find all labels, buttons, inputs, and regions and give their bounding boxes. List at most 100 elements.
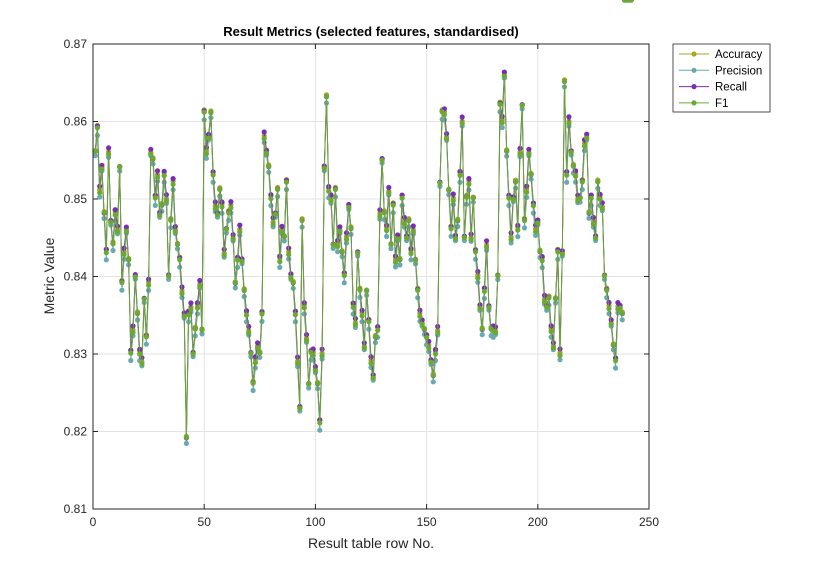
legend-marker-accuracy <box>691 51 697 57</box>
data-point-f1 <box>130 330 136 336</box>
data-point-f1 <box>479 326 485 332</box>
data-point-f1 <box>406 217 412 223</box>
y-tick-label: 0.86 <box>64 115 88 129</box>
data-point-f1 <box>239 258 245 265</box>
data-point-f1 <box>564 172 570 178</box>
data-point-f1 <box>486 305 492 311</box>
data-point-f1 <box>395 236 401 242</box>
data-point-f1 <box>392 259 399 265</box>
data-point-f1 <box>163 198 169 204</box>
data-point-f1 <box>419 321 425 327</box>
data-point-f1 <box>432 351 439 357</box>
data-point-f1 <box>306 381 312 387</box>
data-point-f1 <box>341 272 347 278</box>
data-point-f1 <box>370 375 376 381</box>
data-point-f1 <box>232 280 238 286</box>
data-point-recall <box>501 69 507 75</box>
data-point-f1 <box>455 217 461 223</box>
data-point-recall <box>417 307 423 313</box>
data-point-f1 <box>288 275 294 281</box>
data-point-f1 <box>134 310 141 316</box>
x-tick-label: 100 <box>305 515 325 529</box>
y-tick-label: 0.83 <box>64 347 88 361</box>
data-point-precision <box>143 341 149 347</box>
data-point-f1 <box>230 236 236 242</box>
x-tick-label: 150 <box>417 515 437 529</box>
data-point-f1 <box>119 280 125 286</box>
data-point-f1 <box>506 195 512 201</box>
data-point-recall <box>112 207 118 213</box>
data-point-f1 <box>243 312 250 318</box>
data-point-f1 <box>375 327 381 333</box>
data-point-f1 <box>235 257 241 263</box>
data-point-precision <box>533 232 539 238</box>
data-point-f1 <box>332 186 338 193</box>
data-point-f1 <box>197 283 203 289</box>
data-point-precision <box>257 354 263 360</box>
data-point-f1 <box>588 195 594 201</box>
data-point-f1 <box>470 195 476 201</box>
data-point-f1 <box>101 210 107 216</box>
data-point-f1 <box>246 330 252 336</box>
data-point-f1 <box>553 296 559 302</box>
data-point-recall <box>432 346 439 353</box>
legend-label-accuracy: Accuracy <box>715 49 763 61</box>
data-point-f1 <box>513 179 519 185</box>
y-tick-label: 0.81 <box>64 502 88 516</box>
data-point-f1 <box>174 241 181 247</box>
data-point-f1 <box>593 235 599 241</box>
data-point-f1 <box>166 273 172 279</box>
data-point-f1 <box>219 204 225 210</box>
data-point-f1 <box>557 352 563 359</box>
data-point-f1 <box>628 0 634 3</box>
legend-label-recall: Recall <box>715 82 747 94</box>
data-point-precision <box>128 357 134 364</box>
data-point-recall <box>386 184 392 191</box>
data-point-recall <box>606 299 612 306</box>
data-point-f1 <box>317 420 323 426</box>
data-point-f1 <box>417 313 423 319</box>
data-point-f1 <box>181 313 187 319</box>
data-point-f1 <box>372 334 378 340</box>
data-point-precision <box>564 179 570 185</box>
data-point-f1 <box>521 217 528 224</box>
series-line-f1 <box>94 76 623 438</box>
data-point-precision <box>430 379 436 385</box>
data-point-precision <box>203 155 209 161</box>
data-point-f1 <box>577 195 583 201</box>
data-point-f1 <box>323 93 330 99</box>
x-tick-label: 250 <box>639 515 659 529</box>
data-point-f1 <box>279 229 285 235</box>
data-point-f1 <box>132 274 138 280</box>
data-point-f1 <box>257 350 263 356</box>
legend-marker-f1 <box>691 100 697 106</box>
data-point-f1 <box>584 135 590 141</box>
data-point-f1 <box>444 136 450 142</box>
data-point-precision <box>341 280 347 286</box>
data-point-f1 <box>501 73 507 79</box>
data-point-f1 <box>210 172 216 178</box>
data-point-f1 <box>555 249 561 255</box>
data-point-f1 <box>364 288 370 294</box>
data-point-f1 <box>154 174 161 181</box>
data-point-f1 <box>497 101 503 107</box>
data-point-precision <box>110 247 116 254</box>
data-point-f1 <box>208 109 214 115</box>
data-point-precision <box>281 238 287 244</box>
data-point-f1 <box>535 220 541 226</box>
data-point-f1 <box>126 256 132 262</box>
data-point-f1 <box>526 151 532 157</box>
data-point-f1 <box>263 150 270 156</box>
data-point-f1 <box>386 190 392 196</box>
data-point-f1 <box>472 249 479 255</box>
data-point-recall <box>526 146 532 152</box>
data-point-recall <box>343 230 350 236</box>
data-point-recall <box>261 129 267 135</box>
data-point-f1 <box>350 304 356 310</box>
data-point-recall <box>597 191 603 197</box>
data-point-f1 <box>221 252 227 258</box>
data-point-f1 <box>92 148 98 154</box>
legend-label-f1: F1 <box>715 98 728 110</box>
data-point-recall <box>475 268 481 275</box>
data-point-precision <box>235 264 241 270</box>
